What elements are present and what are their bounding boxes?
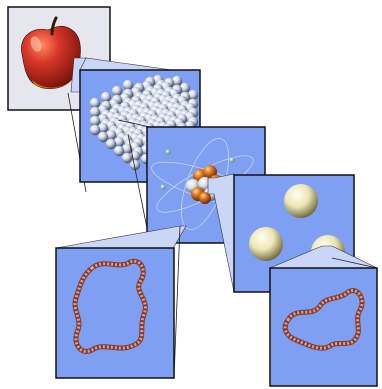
lattice-atom <box>111 85 123 97</box>
lattice-atom <box>122 79 134 91</box>
lattice-atom <box>171 75 183 87</box>
lattice-atom <box>100 91 112 103</box>
lattice-atom <box>105 138 117 150</box>
apple-panel <box>7 6 111 111</box>
string-loop-2-icon <box>282 288 365 351</box>
lattice-atom <box>97 131 109 143</box>
lattice-atom <box>129 159 141 171</box>
lattice-atom <box>129 150 141 162</box>
lattice-atom <box>179 82 191 94</box>
apple-icon <box>21 16 81 89</box>
lattice-atom <box>121 143 133 155</box>
string-loop-1-panel <box>55 247 175 379</box>
lattice-atom <box>89 106 101 118</box>
lattice-atom <box>89 115 101 127</box>
zoom-connector-4 <box>55 225 187 251</box>
lattice-atom <box>113 145 125 157</box>
string-loop-1-icon <box>72 258 148 354</box>
lattice-atom <box>89 97 101 109</box>
lattice-atom <box>89 124 101 136</box>
lattice-atom <box>187 89 199 101</box>
lattice-atom <box>105 129 117 141</box>
string-loop-2-panel <box>269 267 378 387</box>
lattice-atom <box>121 152 133 164</box>
lattice-atom <box>113 136 125 148</box>
lattice-atom <box>97 122 109 134</box>
